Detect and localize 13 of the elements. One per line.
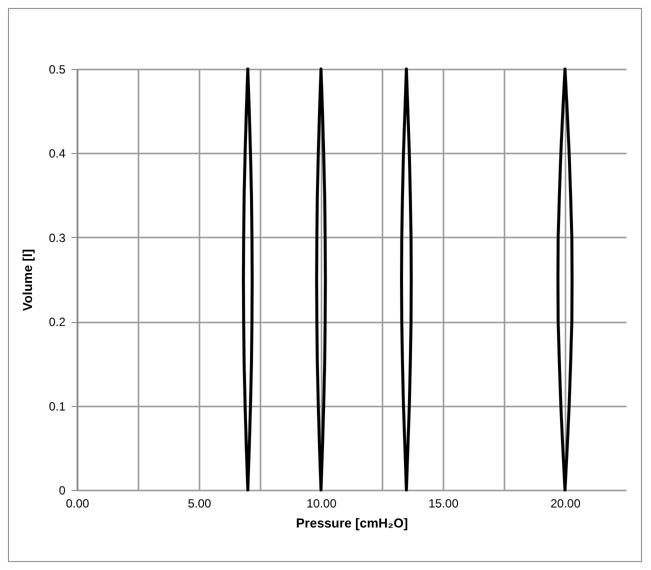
- x-tick-label: 5.00: [188, 496, 212, 510]
- y-tick-label: 0.1: [48, 399, 66, 414]
- x-tick-label: 20.00: [550, 496, 581, 510]
- x-tick-label: 10.00: [306, 496, 337, 510]
- y-tick-label: 0.4: [48, 146, 66, 161]
- x-tick-label: 0.00: [66, 496, 90, 510]
- y-axis-title: Volume [l]: [20, 249, 35, 311]
- y-tick-label: 0.5: [48, 62, 66, 76]
- y-tick-label: 0: [58, 484, 66, 498]
- y-tick-label: 0.3: [48, 230, 66, 245]
- y-tick-label: 0.2: [48, 315, 66, 330]
- x-axis-title: Pressure [cmH₂O]: [296, 516, 408, 530]
- x-tick-label: 15.00: [428, 496, 459, 510]
